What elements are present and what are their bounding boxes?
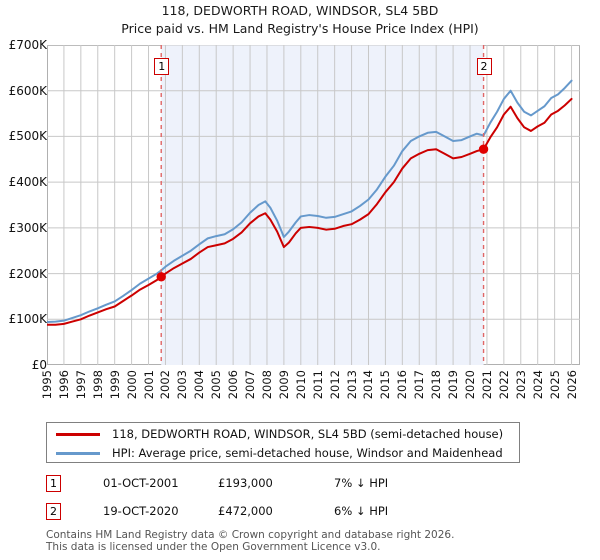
x-tick-2005: 2005 (209, 370, 224, 400)
x-tick-2020: 2020 (463, 370, 478, 400)
sale-badge-2: 2 (46, 503, 61, 520)
x-tick-2006: 2006 (226, 370, 241, 400)
sale-badge-1: 1 (46, 475, 61, 492)
legend-swatch-price-paid (56, 432, 100, 436)
chart-legend: 118, DEDWORTH ROAD, WINDSOR, SL4 5BD (se… (46, 422, 520, 463)
x-tick-2002: 2002 (158, 370, 173, 400)
x-tick-2021: 2021 (479, 370, 494, 400)
x-tick-2010: 2010 (293, 370, 308, 400)
y-tick-£0: £0 (31, 358, 47, 372)
x-tick-2019: 2019 (446, 370, 461, 400)
legend-item-price-paid: 118, DEDWORTH ROAD, WINDSOR, SL4 5BD (se… (47, 424, 503, 444)
legend-swatch-hpi (56, 451, 100, 455)
footer-attribution: Contains HM Land Registry data © Crown c… (46, 529, 586, 553)
y-tick-£200K: £200K (8, 266, 47, 281)
footer-line-1: Contains HM Land Registry data © Crown c… (46, 529, 455, 541)
x-tick-2015: 2015 (378, 370, 393, 400)
y-tick-£600K: £600K (8, 83, 47, 98)
x-tick-2001: 2001 (141, 370, 156, 400)
y-tick-£100K: £100K (8, 312, 47, 327)
event-marker-2: 2 (476, 58, 492, 75)
x-tick-2018: 2018 (429, 370, 444, 400)
x-tick-2017: 2017 (412, 370, 427, 400)
sale-hpi-delta-1: 7% ↓ HPI (334, 476, 389, 490)
x-tick-2026: 2026 (564, 370, 579, 400)
footer-line-2: This data is licensed under the Open Gov… (46, 541, 381, 553)
x-tick-2016: 2016 (395, 370, 410, 400)
sale-date-1: 01-OCT-2001 (103, 476, 179, 490)
x-tick-2000: 2000 (124, 370, 139, 400)
event-marker-1: 1 (154, 58, 170, 75)
x-tick-1999: 1999 (107, 370, 122, 400)
x-tick-2014: 2014 (361, 370, 376, 400)
sale-hpi-delta-2: 6% ↓ HPI (334, 504, 389, 518)
x-tick-1998: 1998 (90, 370, 105, 400)
x-tick-2022: 2022 (496, 370, 511, 400)
x-tick-1997: 1997 (73, 370, 88, 400)
x-tick-2013: 2013 (344, 370, 359, 400)
x-tick-1996: 1996 (56, 370, 71, 400)
sale-price-1: £193,000 (218, 476, 273, 490)
x-tick-2008: 2008 (259, 370, 274, 400)
sale-date-2: 19-OCT-2020 (103, 504, 179, 518)
x-tick-2009: 2009 (276, 370, 291, 400)
chart-canvas (47, 45, 580, 365)
y-tick-£300K: £300K (8, 220, 47, 235)
sale-price-2: £472,000 (218, 504, 273, 518)
x-tick-2023: 2023 (513, 370, 528, 400)
y-tick-£500K: £500K (8, 129, 47, 144)
x-tick-2024: 2024 (530, 370, 545, 400)
y-tick-£400K: £400K (8, 175, 47, 190)
chart-plot-area (47, 45, 580, 365)
page-title: 118, DEDWORTH ROAD, WINDSOR, SL4 5BD Pri… (0, 2, 600, 38)
x-tick-2007: 2007 (243, 370, 258, 400)
x-tick-2025: 2025 (547, 370, 562, 400)
x-tick-1995: 1995 (40, 370, 54, 400)
x-tick-2004: 2004 (192, 370, 207, 400)
title-line-2: Price paid vs. HM Land Registry's House … (121, 21, 479, 36)
x-tick-2011: 2011 (310, 370, 325, 400)
legend-item-hpi: HPI: Average price, semi-detached house,… (47, 443, 503, 463)
legend-label-price-paid: 118, DEDWORTH ROAD, WINDSOR, SL4 5BD (se… (112, 426, 504, 441)
y-tick-£700K: £700K (8, 38, 47, 52)
legend-label-hpi: HPI: Average price, semi-detached house,… (112, 445, 503, 460)
title-line-1: 118, DEDWORTH ROAD, WINDSOR, SL4 5BD (161, 3, 439, 18)
x-tick-2012: 2012 (327, 370, 342, 400)
x-tick-2003: 2003 (175, 370, 190, 400)
